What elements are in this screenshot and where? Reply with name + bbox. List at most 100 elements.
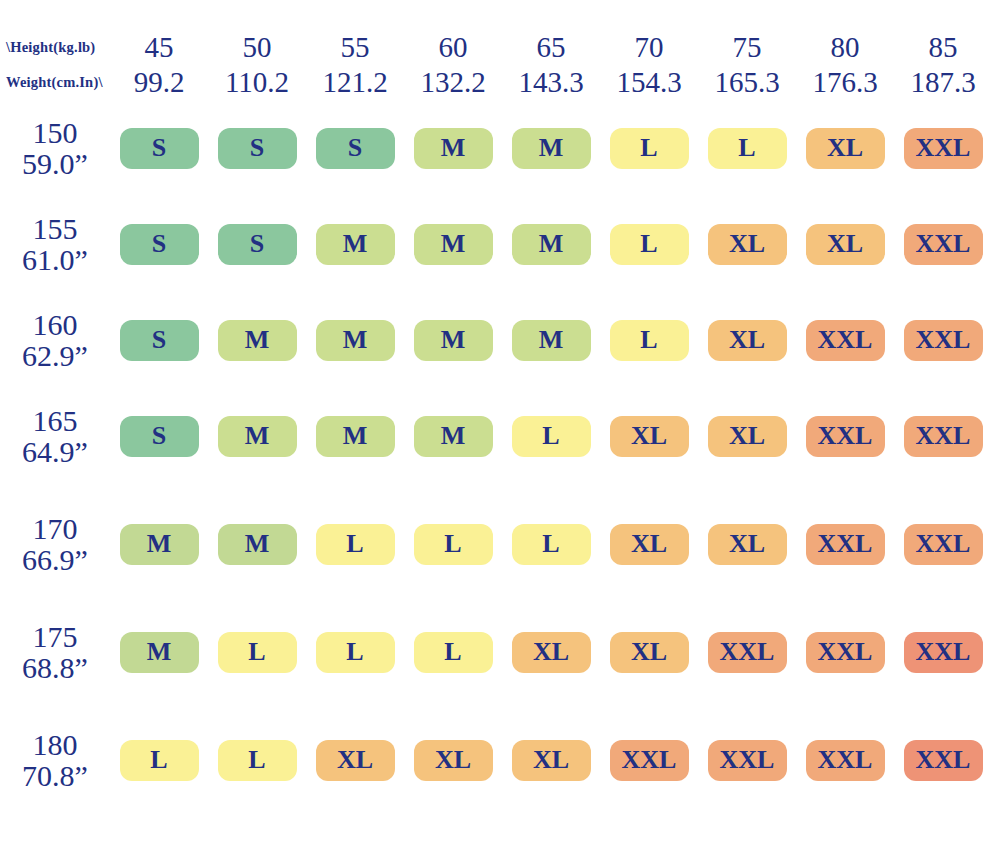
corner-weight-label: Weight(cm.In)\ <box>6 65 110 100</box>
size-cell: M <box>512 320 591 361</box>
table-cell: XL <box>698 524 796 565</box>
column-header: 60132.2 <box>404 30 502 100</box>
table-cell: XXL <box>894 740 992 781</box>
table-cell: XXL <box>894 224 992 265</box>
size-cell: M <box>316 320 395 361</box>
table-cell: XL <box>600 524 698 565</box>
size-cell: L <box>120 740 199 781</box>
size-cell: XL <box>806 224 885 265</box>
weight-lb-value: 187.3 <box>910 65 975 100</box>
size-cell: S <box>120 224 199 265</box>
size-cell: XXL <box>904 128 983 169</box>
size-cell: M <box>120 524 199 565</box>
height-in-value: 66.9” <box>0 544 110 575</box>
table-cell: S <box>110 320 208 361</box>
row-label: 17066.9” <box>0 513 110 575</box>
table-cell: M <box>306 320 404 361</box>
weight-kg-value: 45 <box>145 30 174 65</box>
table-row: 16062.9”SMMMMLXLXXLXXL <box>0 292 1000 388</box>
table-cell: XXL <box>698 740 796 781</box>
table-cell: L <box>600 320 698 361</box>
weight-lb-value: 132.2 <box>420 65 485 100</box>
size-cell: L <box>316 524 395 565</box>
size-cell: XXL <box>904 524 983 565</box>
corner-height-label: \Height(kg.lb) <box>6 30 110 65</box>
table-cell: M <box>110 524 208 565</box>
size-cell: XXL <box>708 632 787 673</box>
table-cell: S <box>110 416 208 457</box>
table-row: 17066.9”MMLLLXLXLXXLXXL <box>0 496 1000 592</box>
column-header: 55121.2 <box>306 30 404 100</box>
table-cell: XL <box>600 416 698 457</box>
size-cell: XXL <box>610 740 689 781</box>
column-header: 50110.2 <box>208 30 306 100</box>
size-cell: XXL <box>904 740 983 781</box>
table-cell: M <box>208 524 306 565</box>
table-cell: XXL <box>796 740 894 781</box>
size-cell: XL <box>512 632 591 673</box>
table-cell: XXL <box>894 524 992 565</box>
column-header: 70154.3 <box>600 30 698 100</box>
row-label: 15059.0” <box>0 117 110 179</box>
weight-lb-value: 110.2 <box>225 65 289 100</box>
size-cell: M <box>414 128 493 169</box>
table-cell: XL <box>306 740 404 781</box>
size-cell: M <box>218 320 297 361</box>
table-cell: M <box>502 128 600 169</box>
row-label: 18070.8” <box>0 729 110 791</box>
table-row: 16564.9”SMMMLXLXLXXLXXL <box>0 388 1000 484</box>
height-in-value: 61.0” <box>0 244 110 275</box>
corner-label: \Height(kg.lb) Weight(cm.In)\ <box>0 30 110 100</box>
weight-kg-value: 65 <box>537 30 566 65</box>
table-cell: L <box>502 416 600 457</box>
size-cell: S <box>120 416 199 457</box>
height-in-value: 68.8” <box>0 652 110 683</box>
size-cell: M <box>414 416 493 457</box>
height-in-value: 59.0” <box>0 148 110 179</box>
size-cell: S <box>316 128 395 169</box>
table-cell: L <box>502 524 600 565</box>
table-cell: XL <box>600 632 698 673</box>
table-cell: M <box>110 632 208 673</box>
height-in-value: 62.9” <box>0 340 110 371</box>
size-cell: M <box>414 320 493 361</box>
height-cm-value: 175 <box>0 621 110 652</box>
table-cell: XL <box>502 632 600 673</box>
table-cell: M <box>404 128 502 169</box>
size-cell: M <box>414 224 493 265</box>
table-cell: XXL <box>894 128 992 169</box>
size-cell: M <box>512 128 591 169</box>
size-cell: M <box>316 416 395 457</box>
table-cell: M <box>208 416 306 457</box>
size-cell: S <box>218 128 297 169</box>
weight-kg-value: 55 <box>341 30 370 65</box>
height-cm-value: 165 <box>0 405 110 436</box>
size-cell: L <box>414 524 493 565</box>
size-cell: M <box>316 224 395 265</box>
size-cell: XL <box>708 224 787 265</box>
size-cell: L <box>610 224 689 265</box>
size-cell: XL <box>708 320 787 361</box>
size-cell: L <box>610 320 689 361</box>
height-in-value: 70.8” <box>0 760 110 791</box>
table-row: 15059.0”SSSMMLLXLXXL <box>0 100 1000 196</box>
table-cell: L <box>306 632 404 673</box>
size-cell: XXL <box>904 632 983 673</box>
table-cell: S <box>208 224 306 265</box>
size-cell: L <box>218 740 297 781</box>
size-cell: M <box>218 416 297 457</box>
height-cm-value: 170 <box>0 513 110 544</box>
size-cell: L <box>512 416 591 457</box>
size-cell: XXL <box>904 416 983 457</box>
size-cell: XXL <box>806 524 885 565</box>
table-cell: XXL <box>796 524 894 565</box>
table-cell: XXL <box>698 632 796 673</box>
size-cell: XL <box>708 524 787 565</box>
size-cell: M <box>120 632 199 673</box>
size-cell: L <box>316 632 395 673</box>
height-cm-value: 180 <box>0 729 110 760</box>
table-cell: XL <box>698 224 796 265</box>
size-cell: XXL <box>806 740 885 781</box>
table-cell: S <box>110 128 208 169</box>
table-cell: S <box>208 128 306 169</box>
